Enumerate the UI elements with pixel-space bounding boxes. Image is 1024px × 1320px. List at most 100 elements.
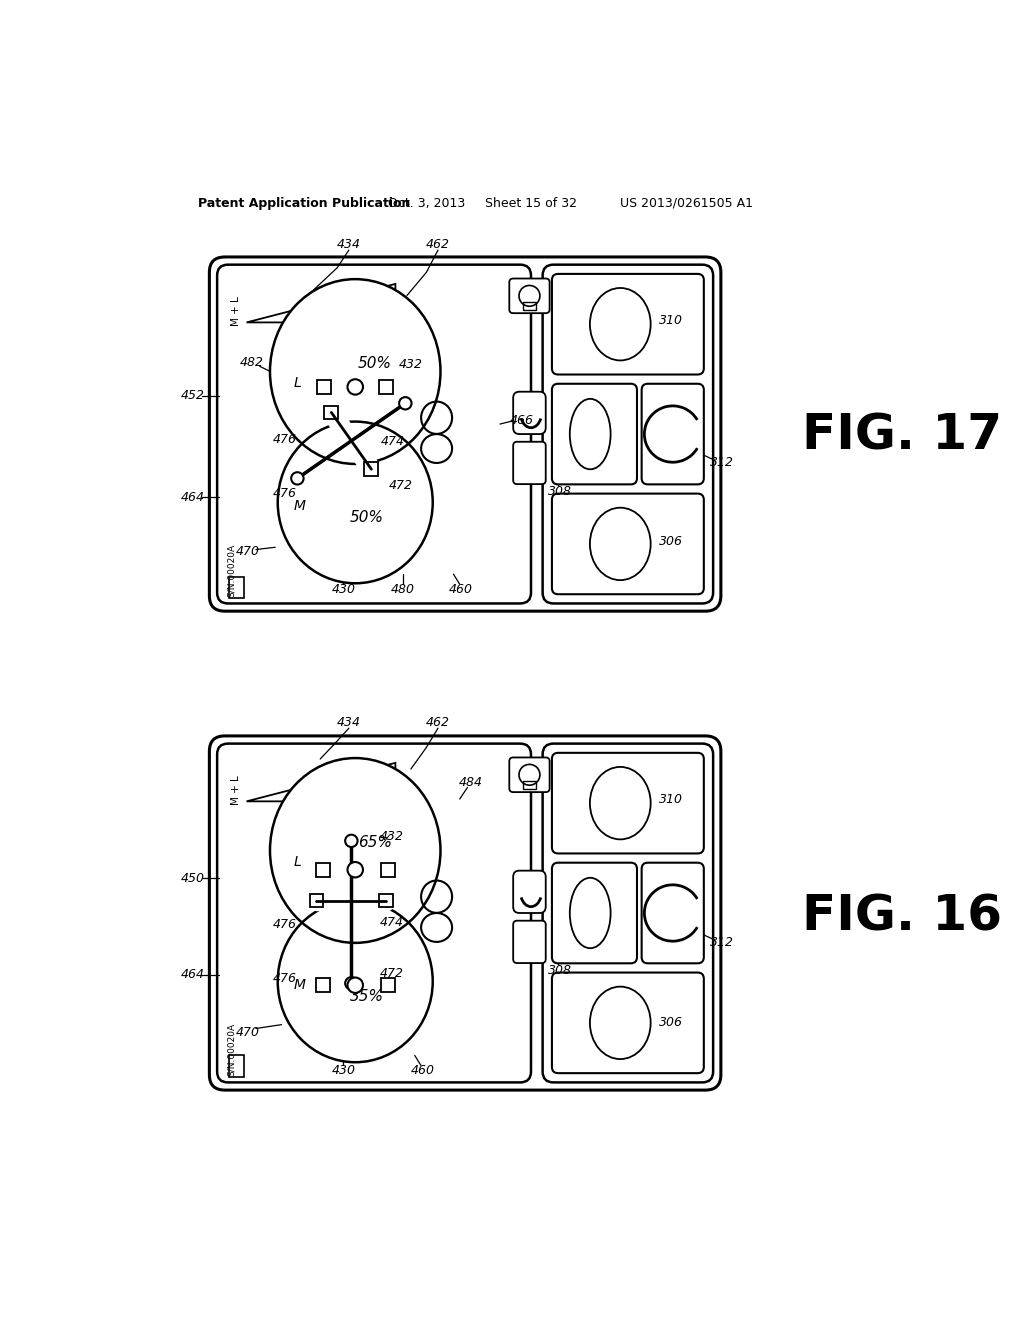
Bar (379, 380, 393, 393)
Text: 430: 430 (332, 1064, 355, 1077)
Text: 50%: 50% (357, 356, 391, 371)
Text: 434: 434 (337, 238, 360, 251)
Text: M + L: M + L (230, 775, 241, 805)
Text: 476: 476 (272, 487, 297, 500)
FancyBboxPatch shape (552, 494, 703, 594)
Text: 466: 466 (510, 413, 534, 426)
FancyBboxPatch shape (642, 863, 703, 964)
Bar (315, 978, 330, 993)
Bar (379, 894, 393, 907)
Bar (365, 462, 378, 477)
Text: 35%: 35% (350, 989, 384, 1005)
Bar (381, 978, 395, 993)
Text: 430: 430 (332, 583, 355, 597)
Bar (523, 781, 536, 789)
FancyBboxPatch shape (642, 384, 703, 484)
Circle shape (399, 397, 412, 409)
FancyBboxPatch shape (209, 737, 721, 1090)
FancyBboxPatch shape (509, 279, 550, 313)
Text: 476: 476 (272, 972, 297, 985)
Text: 434: 434 (337, 717, 360, 730)
Text: 310: 310 (658, 314, 683, 326)
Text: FIG. 17: FIG. 17 (802, 412, 1002, 459)
Circle shape (291, 473, 303, 484)
Text: 482: 482 (240, 356, 264, 370)
Text: 312: 312 (710, 936, 733, 949)
Text: 308: 308 (549, 484, 572, 498)
Text: 462: 462 (426, 238, 450, 251)
Text: 50%: 50% (350, 511, 384, 525)
Text: 310: 310 (658, 792, 683, 805)
FancyBboxPatch shape (552, 863, 637, 964)
Text: 472: 472 (380, 966, 403, 979)
Circle shape (345, 834, 357, 847)
Text: 306: 306 (658, 1016, 683, 1028)
Text: Oct. 3, 2013: Oct. 3, 2013 (388, 197, 465, 210)
Text: 460: 460 (450, 583, 473, 597)
Ellipse shape (278, 421, 433, 583)
Text: L: L (293, 376, 301, 391)
Text: 464: 464 (180, 968, 205, 981)
Text: Sheet 15 of 32: Sheet 15 of 32 (485, 197, 577, 210)
Text: 462: 462 (426, 717, 450, 730)
Text: 470: 470 (237, 545, 260, 557)
Text: 432: 432 (380, 829, 403, 842)
Text: L: L (293, 855, 301, 869)
Text: 312: 312 (710, 455, 733, 469)
Text: US 2013/0261505 A1: US 2013/0261505 A1 (620, 197, 753, 210)
Text: 474: 474 (381, 436, 406, 449)
FancyBboxPatch shape (543, 264, 713, 603)
Text: M: M (294, 978, 305, 993)
Text: M + L: M + L (230, 296, 241, 326)
Circle shape (347, 862, 362, 878)
FancyBboxPatch shape (552, 384, 637, 484)
Text: S/N:00020A: S/N:00020A (226, 544, 236, 597)
Bar (325, 405, 338, 420)
Ellipse shape (421, 434, 453, 463)
Text: 476: 476 (272, 917, 297, 931)
Bar (315, 863, 330, 876)
FancyBboxPatch shape (552, 973, 703, 1073)
Ellipse shape (421, 913, 453, 942)
Bar (228, 1056, 245, 1077)
FancyBboxPatch shape (509, 758, 550, 792)
FancyBboxPatch shape (513, 921, 546, 964)
FancyBboxPatch shape (513, 442, 546, 484)
Text: 464: 464 (180, 491, 205, 504)
FancyBboxPatch shape (552, 275, 703, 375)
Circle shape (347, 379, 362, 395)
Text: 460: 460 (411, 1064, 434, 1077)
FancyBboxPatch shape (217, 264, 531, 603)
Text: 65%: 65% (357, 836, 391, 850)
Text: M: M (294, 499, 305, 513)
Text: 306: 306 (658, 536, 683, 548)
Text: Patent Application Publication: Patent Application Publication (198, 197, 411, 210)
Bar (309, 894, 324, 907)
FancyBboxPatch shape (513, 392, 546, 434)
Text: 472: 472 (389, 479, 413, 492)
Text: 450: 450 (180, 871, 205, 884)
FancyBboxPatch shape (552, 752, 703, 854)
Bar (228, 577, 245, 598)
FancyBboxPatch shape (543, 743, 713, 1082)
Bar (381, 863, 395, 876)
Text: FIG. 16: FIG. 16 (802, 892, 1002, 941)
Bar (523, 302, 536, 310)
Ellipse shape (278, 900, 433, 1063)
Text: 432: 432 (399, 358, 423, 371)
FancyBboxPatch shape (513, 871, 546, 913)
Ellipse shape (270, 279, 440, 463)
Text: 308: 308 (549, 964, 572, 977)
Text: S/N:00020A: S/N:00020A (226, 1023, 236, 1076)
Text: 476: 476 (272, 433, 297, 446)
Circle shape (347, 978, 362, 993)
Text: 474: 474 (380, 916, 403, 929)
FancyBboxPatch shape (217, 743, 531, 1082)
Text: 484: 484 (459, 776, 482, 788)
Bar (317, 380, 331, 393)
Ellipse shape (421, 401, 453, 434)
Text: 452: 452 (180, 389, 205, 403)
Ellipse shape (270, 758, 440, 942)
Ellipse shape (421, 880, 453, 913)
FancyBboxPatch shape (209, 257, 721, 611)
